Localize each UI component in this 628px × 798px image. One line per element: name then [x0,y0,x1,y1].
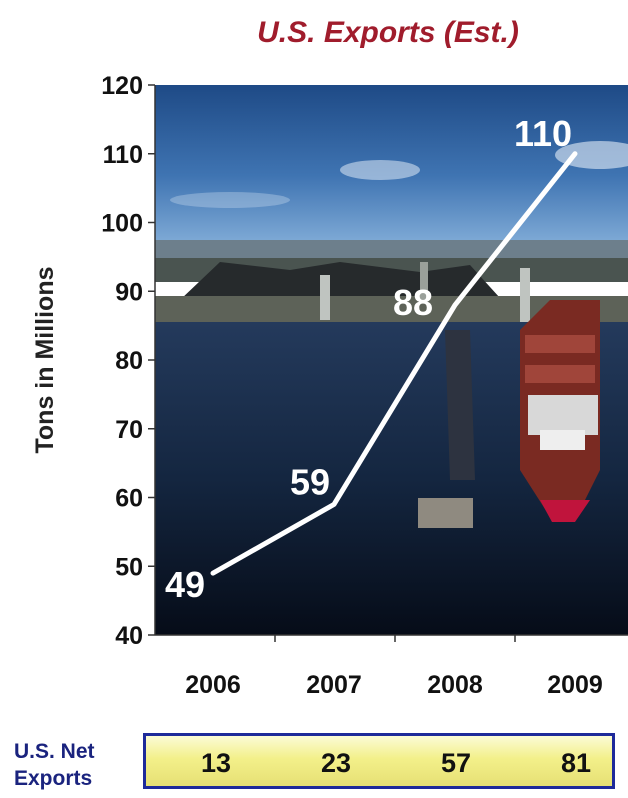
y-tick-label: 60 [115,485,143,513]
x-tick-label: 2007 [306,671,362,699]
data-label: 49 [165,564,205,605]
chart-title: U.S. Exports (Est.) [257,16,519,49]
net-exports-box [143,733,615,789]
y-axis-label: Tons in Millions [31,266,59,453]
y-tick-label: 40 [115,622,143,650]
net-exports-label: U.S. Net Exports [14,738,134,792]
net-exports-label-line1: U.S. Net [14,740,95,763]
series-layer: 49 59 88 110 [165,113,578,605]
y-tick-label: 90 [115,278,143,306]
y-tick-label: 110 [103,141,143,169]
series-line [210,151,578,576]
y-tick-label: 100 [101,210,143,238]
x-axis-ticks: 2006 2007 2008 2009 [185,635,603,699]
x-tick-label: 2008 [427,671,483,699]
y-tick-label: 70 [115,416,143,444]
y-tick-label: 50 [115,553,143,581]
net-exports-value: 81 [560,748,592,778]
y-tick-label: 80 [115,347,143,375]
data-label: 110 [514,113,572,154]
y-tick-label: 120 [101,72,143,100]
x-tick-label: 2006 [185,671,241,699]
data-label: 88 [393,282,433,323]
background-photo [155,85,628,635]
data-label: 59 [290,461,330,502]
net-exports-value: 23 [320,748,352,778]
x-tick-label: 2009 [547,671,603,699]
net-exports-value: 57 [440,748,472,778]
net-exports-value: 13 [200,748,232,778]
chart: U.S. Exports (Est.) 40 50 60 70 80 90 100 110 12… [31,16,628,699]
net-exports-label-line2: Exports [14,767,93,790]
y-axis-ticks: 40 50 60 70 80 90 100 110 120 [101,72,155,650]
